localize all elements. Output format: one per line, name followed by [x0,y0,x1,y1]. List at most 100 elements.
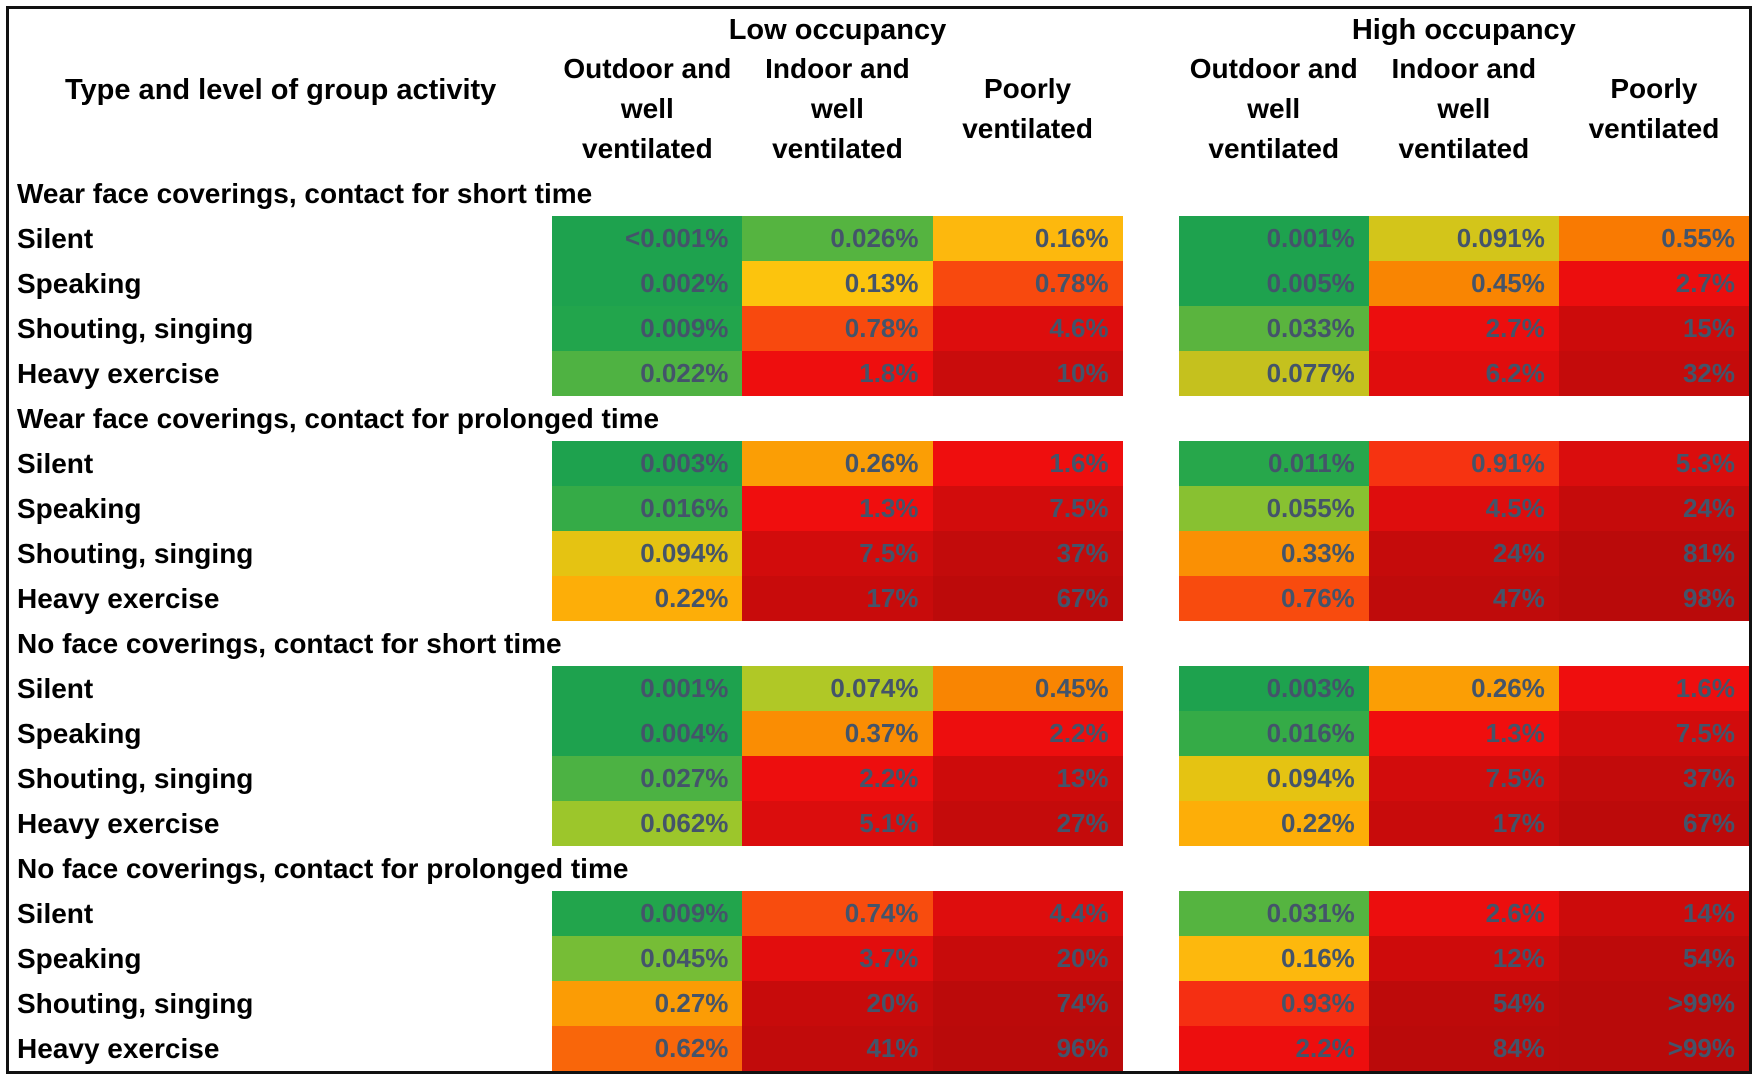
risk-cell: 0.026% [742,216,933,261]
column-gap [1122,1026,1179,1071]
risk-cell: 0.005% [1178,261,1369,306]
risk-cell: 2.2% [1178,1026,1369,1071]
risk-cell: >99% [1558,981,1749,1026]
risk-cell: 2.6% [1368,891,1559,936]
activity-row-label: Shouting, singing [9,531,553,576]
column-gap [1122,216,1179,261]
risk-cell: 0.91% [1368,441,1559,486]
risk-cell: 0.062% [552,801,743,846]
activity-row-label: Shouting, singing [9,306,553,351]
risk-cell: 0.93% [1178,981,1369,1026]
column-gap [1122,47,1179,171]
ventilation-column-header: Indoor and well ventilated [765,53,910,164]
risk-cell: 20% [932,936,1123,981]
risk-cell: 14% [1558,891,1749,936]
risk-cell: 0.022% [552,351,743,396]
risk-cell: 4.5% [1368,486,1559,531]
risk-cell: 6.2% [1368,351,1559,396]
risk-cell: 13% [932,756,1123,801]
risk-cell: 1.3% [1368,711,1559,756]
risk-cell: 0.001% [1178,216,1369,261]
risk-cell: 0.009% [552,891,743,936]
column-gap [1122,486,1179,531]
risk-cell: 15% [1558,306,1749,351]
risk-cell: 0.76% [1178,576,1369,621]
risk-cell: 0.45% [1368,261,1559,306]
risk-cell: 0.002% [552,261,743,306]
risk-cell: 4.4% [932,891,1123,936]
risk-cell: >99% [1558,1026,1749,1071]
risk-cell: 0.45% [932,666,1123,711]
activity-row-label: Shouting, singing [9,981,553,1026]
risk-cell: 32% [1558,351,1749,396]
risk-cell: 7.5% [1558,711,1749,756]
risk-cell: 24% [1368,531,1559,576]
risk-cell: 27% [932,801,1123,846]
risk-table: Type and level of group activity Low occ… [6,6,1752,1074]
risk-cell: 1.6% [1558,666,1749,711]
risk-cell: 0.027% [552,756,743,801]
risk-cell: <0.001% [552,216,743,261]
risk-cell: 0.78% [742,306,933,351]
column-gap [1122,891,1179,936]
risk-cell: 96% [932,1026,1123,1071]
ventilation-column-header: Outdoor and well ventilated [1189,53,1358,164]
risk-cell: 1.8% [742,351,933,396]
risk-cell: 81% [1558,531,1749,576]
column-gap [1122,666,1179,711]
risk-cell: 98% [1558,576,1749,621]
risk-cell: 2.2% [932,711,1123,756]
risk-cell: 0.094% [552,531,743,576]
risk-cell: 0.031% [1178,891,1369,936]
risk-cell: 0.55% [1558,216,1749,261]
risk-cell: 0.62% [552,1026,743,1071]
risk-cell: 54% [1558,936,1749,981]
risk-cell: 0.077% [1178,351,1369,396]
ventilation-column-header: Outdoor and well ventilated [563,53,732,164]
risk-cell: 3.7% [742,936,933,981]
risk-cell: 67% [932,576,1123,621]
risk-cell: 1.3% [742,486,933,531]
risk-cell: 24% [1558,486,1749,531]
activity-row-label: Silent [9,216,553,261]
risk-cell: 0.26% [742,441,933,486]
activity-row-label: Shouting, singing [9,756,553,801]
risk-cell: 2.7% [1558,261,1749,306]
activity-row-label: Heavy exercise [9,801,553,846]
risk-cell: 0.009% [552,306,743,351]
section-title: Wear face coverings, contact for prolong… [9,396,1749,441]
risk-cell: 0.011% [1178,441,1369,486]
risk-cell: 0.003% [1178,666,1369,711]
occupancy-group-header-low: Low occupancy [728,14,947,46]
risk-cell: 2.7% [1368,306,1559,351]
column-gap [1122,801,1179,846]
risk-cell: 74% [932,981,1123,1026]
risk-cell: 0.094% [1178,756,1369,801]
risk-cell: 0.016% [1178,711,1369,756]
column-gap [1122,306,1179,351]
risk-cell: 0.091% [1368,216,1559,261]
risk-cell: 0.055% [1178,486,1369,531]
column-gap [1122,981,1179,1026]
risk-cell: 84% [1368,1026,1559,1071]
activity-row-label: Silent [9,891,553,936]
risk-cell: 12% [1368,936,1559,981]
risk-cell: 0.16% [1178,936,1369,981]
activity-row-label: Heavy exercise [9,1026,553,1071]
risk-cell: 0.22% [552,576,743,621]
risk-table-grid: Type and level of group activity Low occ… [9,9,1749,1071]
risk-cell: 0.074% [742,666,933,711]
risk-cell: 41% [742,1026,933,1071]
activity-column-header: Type and level of group activity [64,73,497,106]
risk-cell: 0.74% [742,891,933,936]
risk-cell: 54% [1368,981,1559,1026]
risk-cell: 37% [932,531,1123,576]
column-gap [1122,576,1179,621]
column-gap [1122,351,1179,396]
risk-cell: 5.1% [742,801,933,846]
risk-cell: 4.6% [932,306,1123,351]
risk-cell: 0.016% [552,486,743,531]
activity-row-label: Silent [9,441,553,486]
risk-cell: 0.045% [552,936,743,981]
risk-cell: 0.26% [1368,666,1559,711]
